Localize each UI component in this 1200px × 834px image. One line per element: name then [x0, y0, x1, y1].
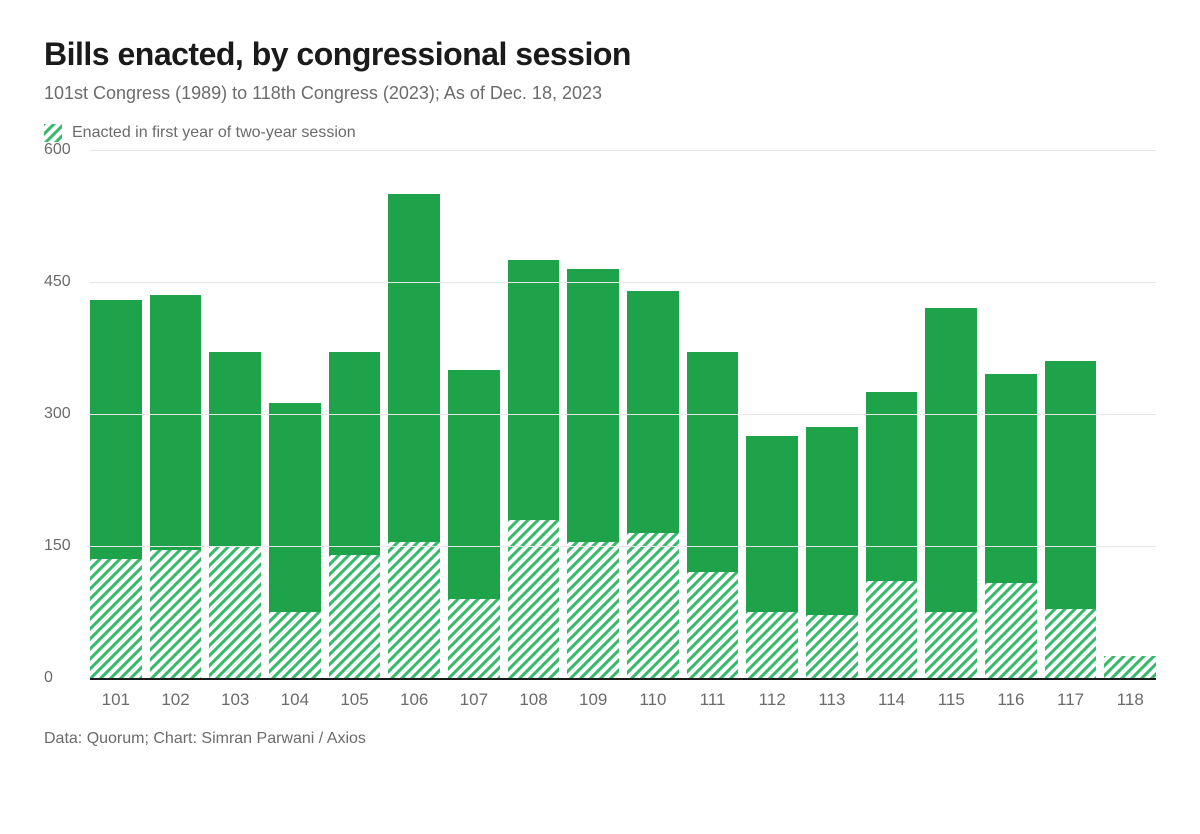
legend-label: Enacted in first year of two-year sessio…	[72, 124, 356, 142]
bar-total	[866, 392, 918, 678]
bar-total	[448, 370, 500, 678]
chart-credits: Data: Quorum; Chart: Simran Parwani / Ax…	[44, 730, 1156, 748]
bar-first-year	[269, 612, 321, 678]
bar-first-year	[388, 542, 440, 678]
chart-subtitle: 101st Congress (1989) to 118th Congress …	[44, 83, 1156, 104]
chart-title: Bills enacted, by congressional session	[44, 36, 1156, 73]
bar-total	[388, 194, 440, 678]
bar-total	[1104, 656, 1156, 678]
x-axis-label: 111	[687, 682, 739, 712]
x-axis-label: 115	[925, 682, 977, 712]
x-axis-label: 102	[150, 682, 202, 712]
bar-total	[925, 308, 977, 678]
bar-first-year	[1045, 609, 1097, 678]
bar-total	[985, 374, 1037, 678]
y-axis-label: 150	[44, 537, 84, 555]
bar-total	[269, 403, 321, 678]
bar-total	[806, 427, 858, 678]
bar-first-year	[806, 615, 858, 678]
bar-total	[627, 291, 679, 678]
bar-total	[687, 352, 739, 678]
y-axis-label: 0	[44, 669, 84, 687]
bar-first-year	[508, 520, 560, 678]
y-axis-label: 300	[44, 405, 84, 423]
gridline	[90, 678, 1156, 680]
bar-total	[1045, 361, 1097, 678]
bar-first-year	[567, 542, 619, 678]
bar-total	[567, 269, 619, 678]
plot-area: 0150300450600	[90, 150, 1156, 678]
bar-first-year	[985, 583, 1037, 678]
bar-chart: 0150300450600 101 102103 104 105106 107 10810…	[44, 150, 1156, 712]
bar-total	[746, 436, 798, 678]
x-axis-label: 101	[90, 682, 142, 712]
x-axis-label: 116	[985, 682, 1037, 712]
legend: Enacted in first year of two-year sessio…	[44, 124, 1156, 142]
x-axis-label: 110	[627, 682, 679, 712]
gridline	[90, 414, 1156, 415]
bar-first-year	[448, 599, 500, 678]
x-axis-label: 114	[866, 682, 918, 712]
x-axis-label: 117	[1045, 682, 1097, 712]
bar-total	[150, 295, 202, 678]
y-axis-label: 450	[44, 273, 84, 291]
bar-total	[90, 300, 142, 678]
y-axis-label: 600	[44, 141, 84, 159]
x-axis-label: 118	[1104, 682, 1156, 712]
x-axis-labels: 101 102103 104 105106 107 108109 110 111112 113 1…	[90, 682, 1156, 712]
gridline	[90, 546, 1156, 547]
bar-total	[329, 352, 381, 678]
x-axis-label: 109	[567, 682, 619, 712]
bar-first-year	[209, 546, 261, 678]
bar-first-year	[329, 555, 381, 678]
bar-first-year	[687, 572, 739, 678]
gridline	[90, 282, 1156, 283]
bar-first-year	[150, 550, 202, 678]
x-axis-label: 107	[448, 682, 500, 712]
x-axis-label: 105	[329, 682, 381, 712]
bar-total	[508, 260, 560, 678]
bar-first-year	[746, 612, 798, 678]
x-axis-label: 104	[269, 682, 321, 712]
legend-swatch-first-year	[44, 124, 62, 142]
bar-first-year	[90, 559, 142, 678]
bar-first-year	[925, 612, 977, 678]
bar-total	[209, 352, 261, 678]
gridline	[90, 150, 1156, 151]
bar-first-year	[1104, 656, 1156, 678]
x-axis-label: 113	[806, 682, 858, 712]
x-axis-label: 108	[508, 682, 560, 712]
x-axis-label: 106	[388, 682, 440, 712]
x-axis-label: 103	[209, 682, 261, 712]
bar-first-year	[866, 581, 918, 678]
x-axis-label: 112	[746, 682, 798, 712]
bar-first-year	[627, 533, 679, 678]
